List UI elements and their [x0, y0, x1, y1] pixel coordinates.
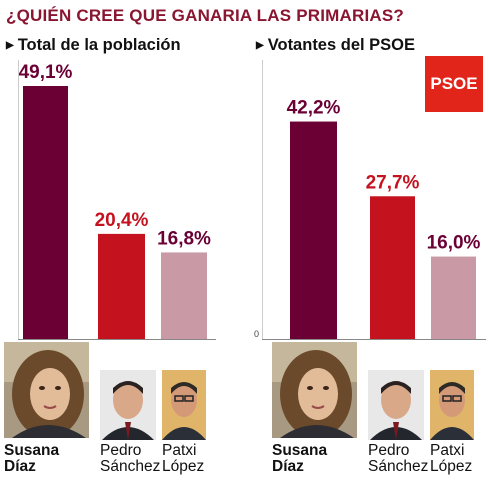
triangle-icon: ▶	[256, 40, 264, 51]
triangle-icon: ▶	[6, 40, 14, 51]
portrait-susana-icon	[272, 342, 357, 438]
last-name: Díaz	[272, 458, 304, 475]
bar-total-0	[23, 86, 68, 339]
data-label: 42,2%	[287, 98, 341, 119]
first-name: Pedro	[368, 442, 410, 459]
chart-title: ¿QUIÉN CREE QUE GANARIA LAS PRIMARIAS?	[6, 6, 404, 25]
data-label: 20,4%	[95, 210, 149, 231]
bar-psoe-0	[290, 121, 337, 339]
portrait-patxi-icon	[430, 370, 474, 440]
last-name: López	[430, 458, 473, 475]
first-name: Patxi	[162, 442, 197, 459]
bar-total-2	[161, 252, 207, 339]
portrait-pedro-icon	[100, 370, 156, 440]
data-label: 49,1%	[19, 62, 73, 83]
last-name: López	[162, 458, 205, 475]
bar-total-1	[98, 233, 145, 339]
portrait-patxi-icon	[162, 370, 206, 440]
data-label: 16,0%	[427, 233, 481, 254]
last-name: Díaz	[4, 458, 36, 475]
panel-title-total-text: Total de la población	[17, 36, 181, 54]
first-name: Pedro	[100, 442, 142, 459]
portrait-pedro-icon	[368, 370, 424, 440]
name-patxi-lopez: Patxi López	[430, 443, 472, 475]
panel-title-total: ▶ Total de la población	[6, 36, 181, 55]
photo-susana-diaz	[272, 342, 357, 438]
y-tick-label: 0	[254, 329, 259, 339]
first-name: Patxi	[430, 442, 465, 459]
photo-pedro-sanchez	[368, 370, 424, 440]
bar-psoe-2	[431, 256, 476, 339]
photo-patxi-lopez	[162, 370, 206, 440]
panel-title-psoe-text: Votantes del PSOE	[267, 36, 416, 54]
photo-patxi-lopez	[430, 370, 474, 440]
name-pedro-sanchez: Pedro Sánchez	[100, 443, 160, 475]
data-label: 27,7%	[366, 172, 420, 193]
first-name: Susana	[272, 442, 328, 459]
psoe-logo: PSOE	[425, 56, 483, 112]
bar-psoe-1	[370, 196, 415, 339]
psoe-logo-text: PSOE	[430, 74, 478, 93]
panel-title-psoe: ▶ Votantes del PSOE	[256, 36, 415, 55]
name-susana-diaz: Susana Díaz	[272, 443, 327, 475]
photo-susana-diaz	[4, 342, 89, 438]
last-name: Sánchez	[368, 458, 429, 475]
name-susana-diaz: Susana Díaz	[4, 443, 59, 475]
photo-pedro-sanchez	[100, 370, 156, 440]
last-name: Sánchez	[100, 458, 161, 475]
portrait-susana-icon	[4, 342, 89, 438]
name-pedro-sanchez: Pedro Sánchez	[368, 443, 428, 475]
first-name: Susana	[4, 442, 60, 459]
name-patxi-lopez: Patxi López	[162, 443, 204, 475]
data-label: 16,8%	[157, 228, 211, 249]
